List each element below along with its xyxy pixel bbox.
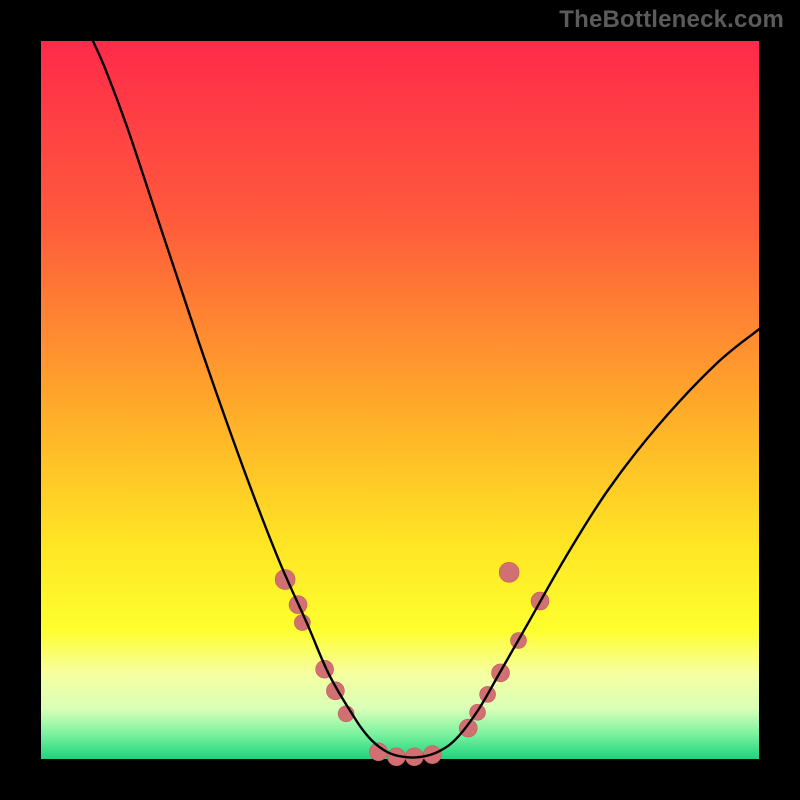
- curve-marker: [499, 562, 519, 582]
- plot-svg: [41, 41, 759, 759]
- plot-area: [40, 40, 760, 760]
- bottleneck-curve: [91, 37, 760, 757]
- chart-frame: TheBottleneck.com: [0, 0, 800, 800]
- curve-markers: [275, 562, 549, 765]
- watermark-text: TheBottleneck.com: [559, 6, 784, 34]
- curve-marker: [459, 719, 477, 737]
